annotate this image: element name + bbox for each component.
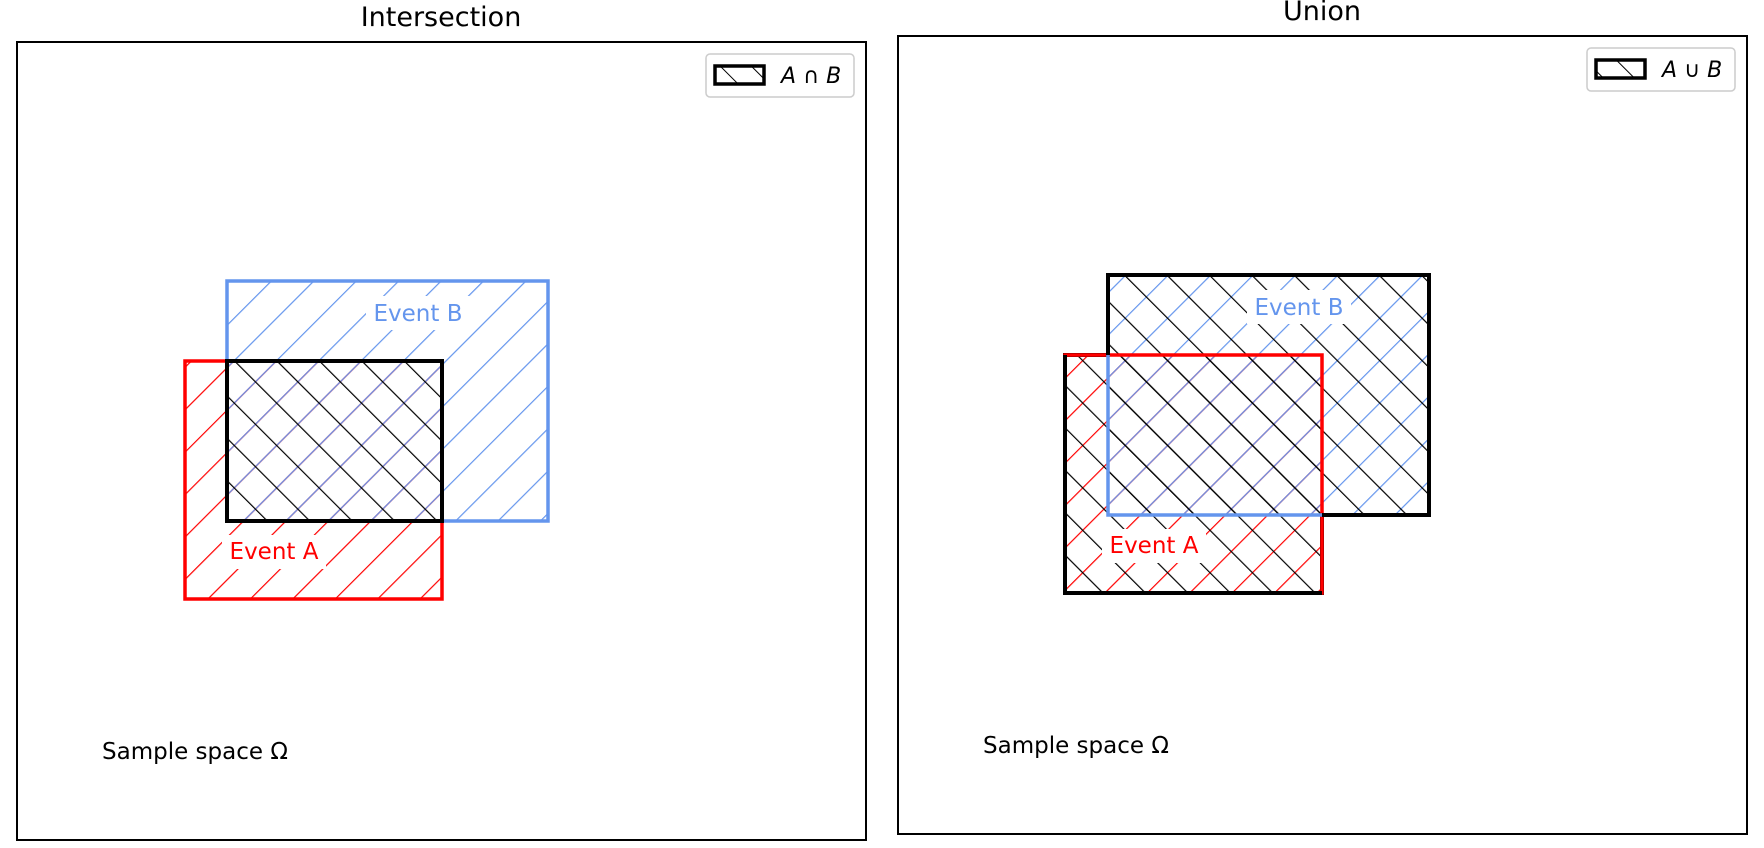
event-b-label-bg — [1247, 290, 1351, 324]
event-a-label-bg — [222, 535, 326, 569]
sample-space-label: Sample space Ω — [983, 733, 1169, 759]
union-outline-top — [1063, 273, 1431, 595]
legend-swatch — [713, 64, 766, 86]
intersection-hatch — [227, 361, 442, 521]
sample-space-frame — [897, 35, 1748, 835]
sample-space-label: Sample space Ω — [102, 739, 288, 765]
event-a-label-bg — [1102, 529, 1206, 563]
event-b-label-bg — [366, 296, 470, 330]
intersection-panel: Intersection Event B Event A Sample spac… — [16, 2, 867, 841]
event-b-label: Event B — [1255, 295, 1344, 321]
intersection-outline — [225, 359, 444, 523]
panel-title: Intersection — [361, 2, 522, 33]
panel-title: Union — [1283, 0, 1361, 27]
legend-label: A ∪ B — [1660, 58, 1722, 83]
sample-space-frame — [16, 41, 867, 841]
event-b-label: Event B — [374, 301, 463, 327]
legend: A ∩ B — [705, 53, 855, 98]
legend-swatch — [1594, 58, 1647, 80]
event-a-label: Event A — [1110, 533, 1199, 559]
union-panel: Union Event B Event A Sample space Ω A ∪… — [897, 0, 1748, 835]
legend: A ∪ B — [1586, 47, 1736, 92]
legend-label: A ∩ B — [779, 64, 841, 89]
event-a-label: Event A — [230, 539, 319, 565]
